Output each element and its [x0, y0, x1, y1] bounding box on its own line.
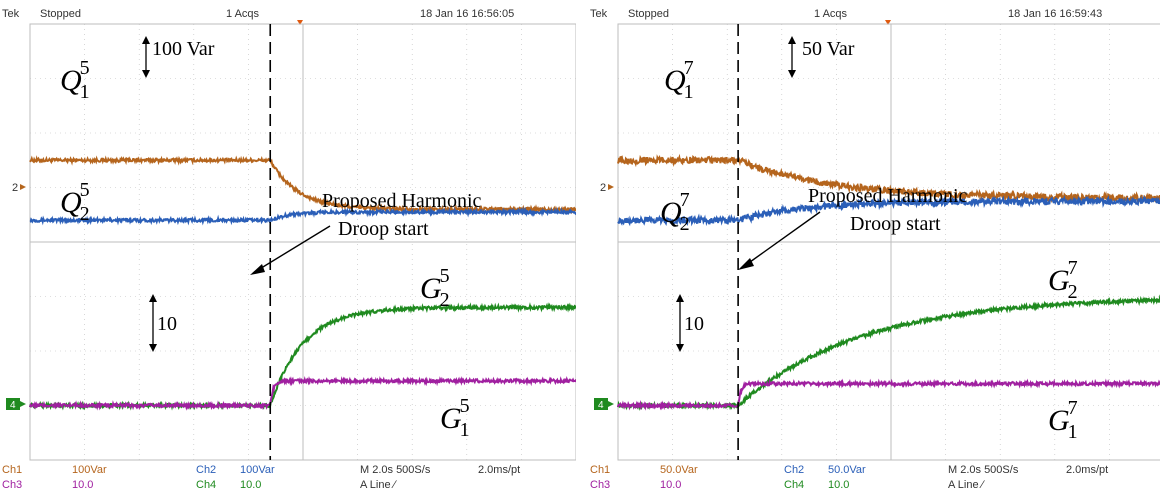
ground-marker-4-box [6, 398, 20, 410]
footer-ch3: Ch3 [2, 479, 22, 491]
header-acqs: 1 Acqs [814, 8, 848, 20]
label-q1: Q15 [60, 57, 90, 103]
traces [617, 153, 1160, 412]
scope-right-svg: Tek Stopped 1 Acqs 18 Jan 16 16:59:43 2 … [590, 8, 1160, 491]
annotation-line1: Proposed Harmonic [322, 190, 482, 212]
trace-ch2 [617, 194, 1160, 227]
ground-arrow-2-icon [608, 184, 614, 190]
scope-left-svg: Tek Stopped 1 Acqs 18 Jan 16 16:56:05 2 … [2, 8, 576, 491]
scale-label-top: 100 Var [152, 38, 215, 60]
header-status: Stopped [628, 8, 669, 20]
ground-marker-2: 2 [12, 182, 18, 194]
header-acqs: 1 Acqs [226, 8, 260, 20]
footer-ch1: Ch1 [2, 464, 22, 476]
header-status: Stopped [40, 8, 81, 20]
arrow-down-icon [676, 344, 684, 352]
arrow-up-icon [149, 294, 157, 302]
footer-trigger: A Line ∕ [360, 479, 398, 491]
footer-ch1: Ch1 [590, 464, 610, 476]
ground-marker-4: 4 [598, 400, 604, 411]
label-q2: Q27 [660, 189, 690, 235]
traces [29, 155, 576, 411]
scope-panel-right: Tek Stopped 1 Acqs 18 Jan 16 16:59:43 2 … [588, 0, 1160, 494]
footer-ch1-scale: 100Var [72, 464, 107, 476]
ground-marker-2: 2 [600, 182, 606, 194]
ground-arrow-4-icon [608, 401, 614, 407]
footer-ch2-scale: 50.0Var [828, 464, 866, 476]
header-brand: Tek [2, 8, 20, 20]
scale-label-bottom: 10 [684, 313, 704, 335]
annotation-arrow [257, 225, 331, 271]
footer-ch4: Ch4 [784, 479, 804, 491]
trigger-position-icon [885, 20, 891, 25]
scale-label-top: 50 Var [802, 38, 855, 60]
header-timestamp: 18 Jan 16 16:56:05 [420, 8, 514, 20]
ground-marker-4-box [594, 398, 608, 410]
arrow-head-icon [738, 258, 754, 270]
footer-ch4-scale: 10.0 [240, 479, 261, 491]
arrow-down-icon [142, 70, 150, 78]
footer-ch4: Ch4 [196, 479, 216, 491]
footer-pt: 2.0ms/pt [1066, 464, 1108, 476]
label-q1: Q17 [664, 57, 694, 103]
footer-ch3-scale: 10.0 [72, 479, 93, 491]
annotation-line1: Proposed Harmonic [808, 185, 968, 207]
graticule [617, 23, 1160, 461]
arrow-up-icon [676, 294, 684, 302]
arrow-down-icon [788, 70, 796, 78]
arrow-head-icon [250, 264, 265, 275]
footer-ch4-scale: 10.0 [828, 479, 849, 491]
footer-ch2-scale: 100Var [240, 464, 275, 476]
label-g1: G17 [1048, 397, 1078, 443]
label-q2: Q25 [60, 179, 90, 225]
footer-ch2: Ch2 [196, 464, 216, 476]
footer-timebase: M 2.0s 500S/s [948, 464, 1019, 476]
label-g1: G15 [440, 395, 470, 441]
ground-arrow-2-icon [20, 184, 26, 190]
trigger-position-icon [297, 20, 303, 25]
arrow-up-icon [142, 36, 150, 44]
arrow-up-icon [788, 36, 796, 44]
trace-ch3 [29, 375, 576, 411]
scope-panel-left: Tek Stopped 1 Acqs 18 Jan 16 16:56:05 2 … [0, 0, 576, 494]
trace-ch1 [29, 155, 576, 215]
annotation-line2: Droop start [850, 213, 941, 235]
trace-ch2 [29, 206, 576, 226]
label-g2: G25 [420, 265, 450, 311]
ground-marker-4: 4 [10, 400, 16, 411]
footer-ch3: Ch3 [590, 479, 610, 491]
trace-ch3 [617, 378, 1160, 411]
annotation-arrow [749, 211, 821, 263]
scale-label-bottom: 10 [157, 313, 177, 335]
header-brand: Tek [590, 8, 608, 20]
header-timestamp: 18 Jan 16 16:59:43 [1008, 8, 1102, 20]
footer-timebase: M 2.0s 500S/s [360, 464, 431, 476]
label-g2: G27 [1048, 257, 1078, 303]
footer-ch1-scale: 50.0Var [660, 464, 698, 476]
ground-arrow-4-icon [20, 401, 26, 407]
annotation-line2: Droop start [338, 218, 429, 240]
footer-ch2: Ch2 [784, 464, 804, 476]
footer-ch3-scale: 10.0 [660, 479, 681, 491]
arrow-down-icon [149, 344, 157, 352]
footer-pt: 2.0ms/pt [478, 464, 520, 476]
footer-trigger: A Line ∕ [948, 479, 986, 491]
